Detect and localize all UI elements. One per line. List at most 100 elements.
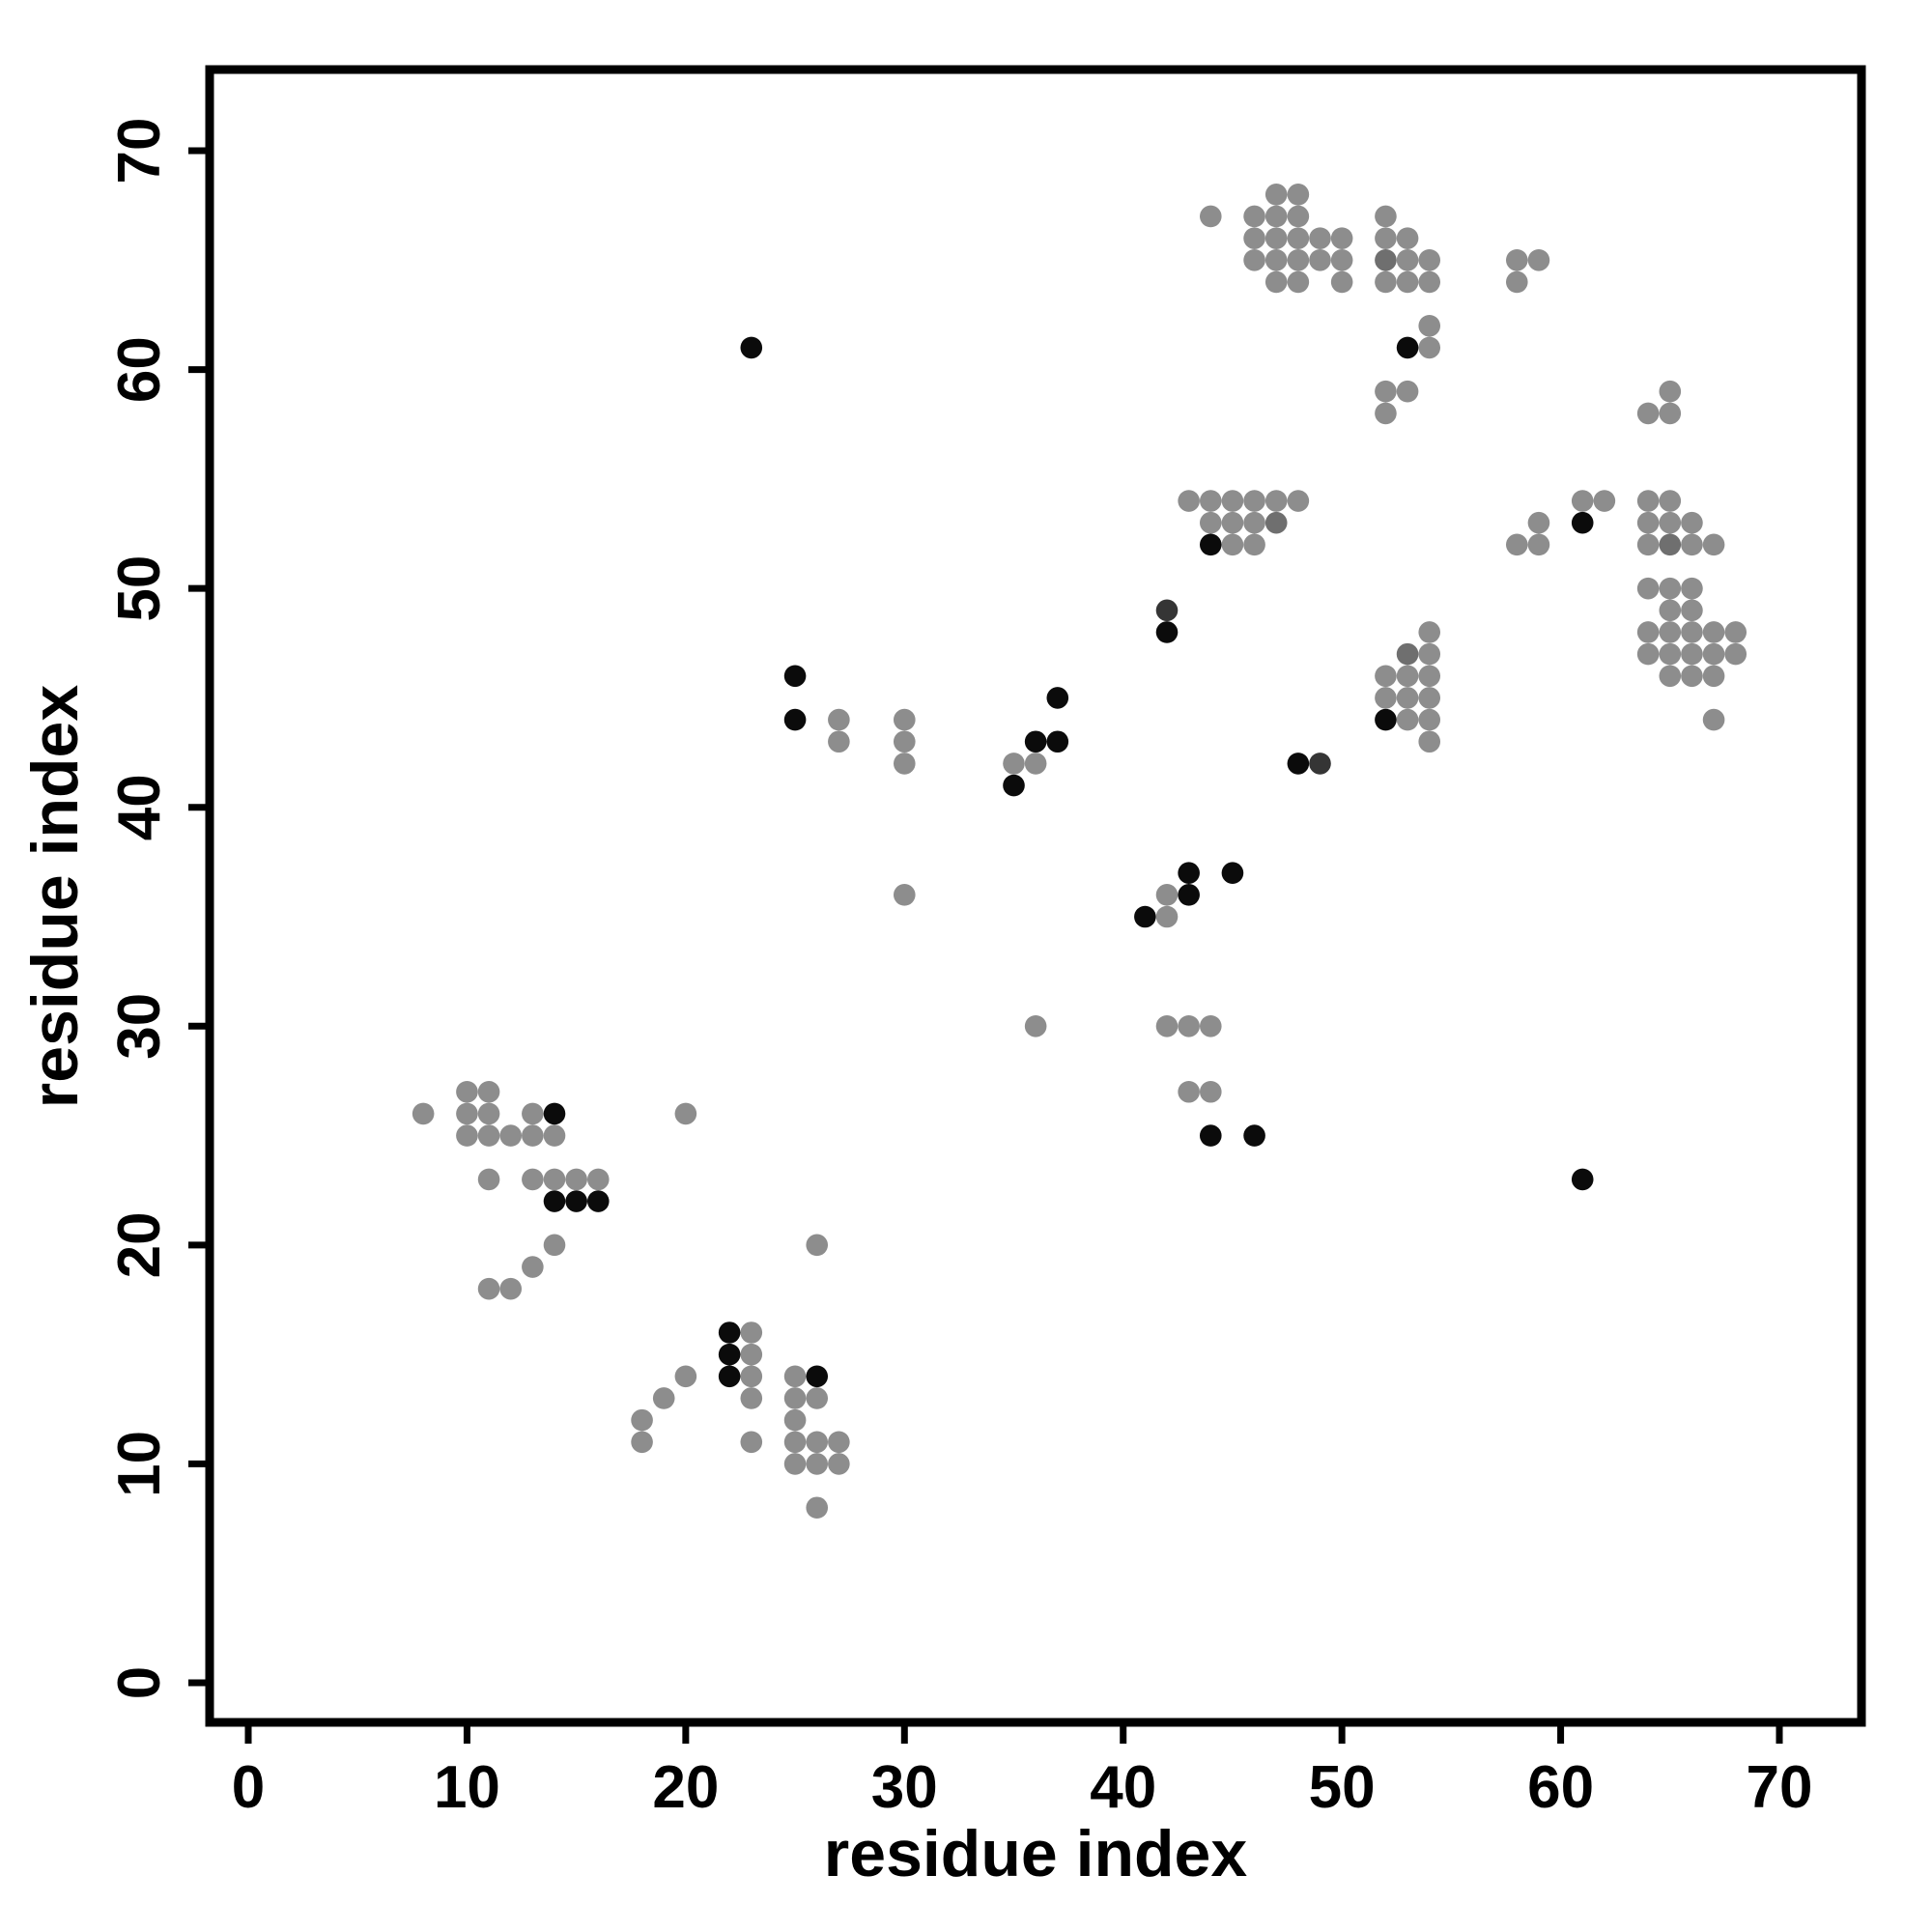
data-point [1375, 227, 1397, 249]
data-point [1396, 687, 1419, 709]
data-point [1724, 621, 1747, 643]
data-point [1199, 511, 1222, 534]
x-tick-label: 50 [1309, 1754, 1376, 1821]
data-point [522, 1124, 544, 1147]
data-point [1418, 687, 1441, 709]
data-point [1396, 380, 1419, 403]
y-tick-label: 30 [106, 993, 173, 1060]
data-point [1309, 753, 1331, 775]
data-point [1024, 753, 1047, 775]
data-point [783, 1387, 807, 1409]
data-point [828, 730, 850, 753]
data-point [1636, 533, 1660, 556]
data-point [1418, 314, 1441, 337]
data-point [1418, 336, 1441, 359]
data-point [1636, 511, 1660, 534]
y-tick-label: 0 [106, 1666, 173, 1699]
data-point [1681, 599, 1703, 622]
data-point [1287, 227, 1310, 249]
data-point [1178, 1014, 1200, 1037]
y-tick-label: 20 [106, 1211, 173, 1278]
data-point [522, 1256, 544, 1278]
data-points [412, 184, 1747, 1520]
data-point [1155, 884, 1179, 906]
data-point [718, 1321, 741, 1344]
data-point [1243, 511, 1265, 534]
data-point [477, 1168, 500, 1191]
data-point [652, 1387, 675, 1409]
data-point [740, 1321, 763, 1344]
data-point [412, 1102, 435, 1125]
data-point [828, 1431, 850, 1454]
data-point [1681, 511, 1703, 534]
data-point [1375, 402, 1397, 425]
data-point [893, 708, 916, 731]
data-point [893, 884, 916, 906]
data-point [499, 1124, 523, 1147]
x-tick-label: 30 [871, 1754, 938, 1821]
data-point [893, 753, 916, 775]
data-point [1396, 248, 1419, 271]
data-point [1593, 490, 1616, 512]
data-point [1309, 227, 1331, 249]
data-point [1659, 599, 1682, 622]
data-point [718, 1365, 741, 1388]
data-point [1199, 1080, 1222, 1103]
data-point [522, 1102, 544, 1125]
y-tick-label: 40 [106, 774, 173, 840]
data-point [1243, 248, 1265, 271]
data-point [1396, 665, 1419, 688]
y-tick-label: 50 [106, 555, 173, 622]
data-point [674, 1365, 697, 1388]
data-point [1046, 730, 1069, 753]
data-point [1681, 577, 1703, 600]
data-point [1243, 205, 1265, 228]
data-point [1702, 642, 1725, 666]
data-point [783, 1365, 807, 1388]
data-point [783, 708, 807, 731]
data-point [1505, 248, 1528, 271]
data-point [522, 1168, 544, 1191]
data-point [1681, 642, 1703, 666]
data-point [806, 1453, 829, 1475]
data-point [1046, 687, 1069, 709]
data-point [1024, 730, 1047, 753]
data-point [1155, 1014, 1179, 1037]
data-point [1199, 533, 1222, 556]
data-point [1264, 490, 1288, 512]
data-point [1636, 621, 1660, 643]
x-tick-label: 10 [434, 1754, 500, 1821]
data-point [1396, 336, 1419, 359]
data-point [477, 1277, 500, 1300]
data-point [893, 730, 916, 753]
data-point [1330, 270, 1353, 294]
data-point [1418, 730, 1441, 753]
data-point [1571, 490, 1594, 512]
data-point [1199, 490, 1222, 512]
data-point [783, 1431, 807, 1454]
data-point [806, 1365, 829, 1388]
data-point [1375, 665, 1397, 688]
data-point [1375, 380, 1397, 403]
y-tick-label: 60 [106, 336, 173, 403]
data-point [740, 336, 763, 359]
data-point [1264, 248, 1288, 271]
data-point [1221, 490, 1244, 512]
data-point [1396, 227, 1419, 249]
data-point [1702, 621, 1725, 643]
data-point [1243, 490, 1265, 512]
data-point [1221, 511, 1244, 534]
data-point [718, 1343, 741, 1366]
data-point [1659, 577, 1682, 600]
data-point [1527, 248, 1550, 271]
data-point [477, 1080, 500, 1103]
data-point [565, 1168, 587, 1191]
data-point [477, 1124, 500, 1147]
data-point [1309, 248, 1331, 271]
x-tick-label: 20 [652, 1754, 719, 1821]
data-point [1659, 511, 1682, 534]
data-point [543, 1234, 566, 1257]
data-point [1003, 753, 1025, 775]
data-point [783, 1453, 807, 1475]
